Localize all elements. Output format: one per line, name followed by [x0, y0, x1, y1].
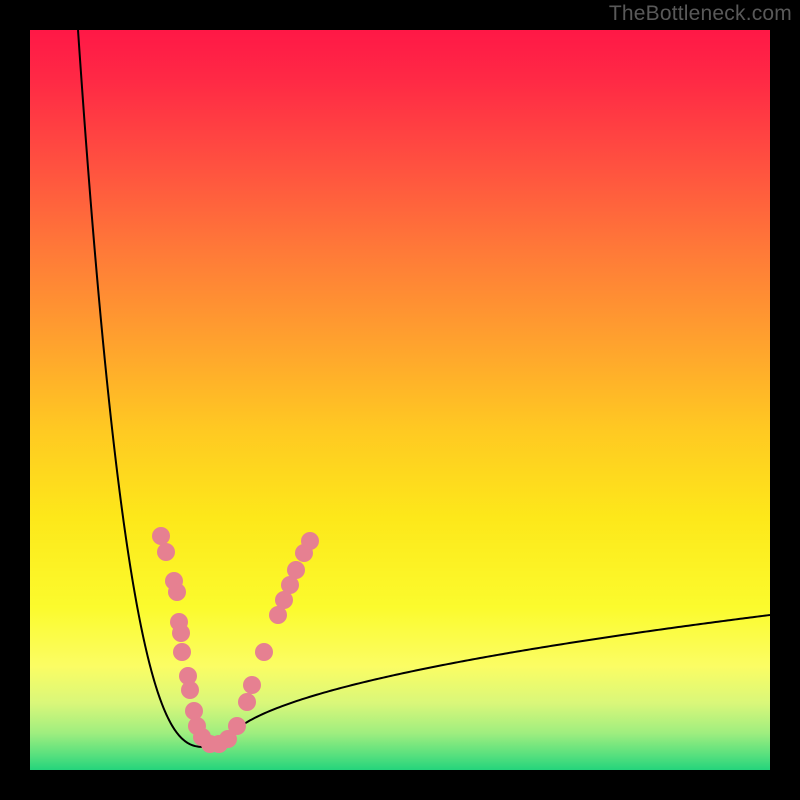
data-marker — [228, 717, 246, 735]
watermark-text: TheBottleneck.com — [609, 2, 792, 26]
data-marker — [168, 583, 186, 601]
data-marker — [287, 561, 305, 579]
data-marker — [181, 681, 199, 699]
data-marker — [173, 643, 191, 661]
data-marker — [157, 543, 175, 561]
data-marker — [172, 624, 190, 642]
data-marker — [243, 676, 261, 694]
chart-plot-area — [30, 30, 770, 770]
data-marker — [301, 532, 319, 550]
data-marker — [255, 643, 273, 661]
chart-curve-svg — [30, 30, 770, 770]
data-marker — [238, 693, 256, 711]
